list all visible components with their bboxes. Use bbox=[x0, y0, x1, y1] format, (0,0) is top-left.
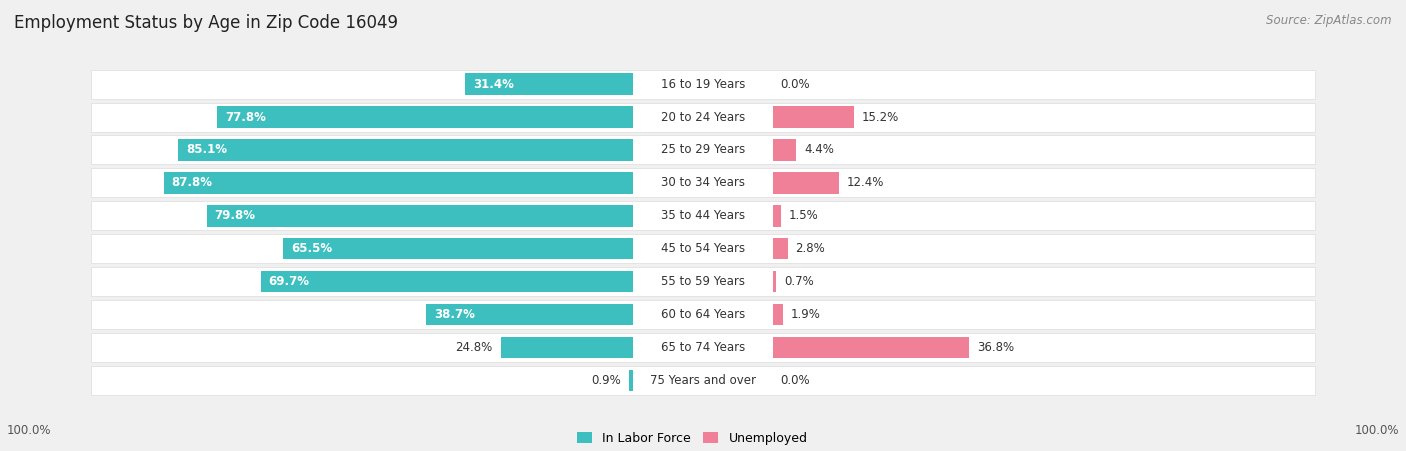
Text: 1.5%: 1.5% bbox=[789, 209, 818, 222]
Bar bbox=[772, 205, 780, 226]
Text: 79.8%: 79.8% bbox=[215, 209, 256, 222]
Bar bbox=[283, 238, 634, 259]
Text: 12.4%: 12.4% bbox=[846, 176, 884, 189]
Bar bbox=[426, 304, 634, 325]
Bar bbox=[772, 337, 969, 358]
Text: Source: ZipAtlas.com: Source: ZipAtlas.com bbox=[1267, 14, 1392, 27]
Text: 77.8%: 77.8% bbox=[225, 110, 266, 124]
Text: 38.7%: 38.7% bbox=[434, 308, 475, 321]
Bar bbox=[163, 172, 634, 193]
Text: 65 to 74 Years: 65 to 74 Years bbox=[661, 341, 745, 354]
Bar bbox=[772, 271, 776, 292]
Legend: In Labor Force, Unemployed: In Labor Force, Unemployed bbox=[572, 427, 813, 450]
Text: 30 to 34 Years: 30 to 34 Years bbox=[661, 176, 745, 189]
Bar bbox=[772, 172, 839, 193]
Text: 15.2%: 15.2% bbox=[862, 110, 898, 124]
Bar bbox=[217, 106, 634, 128]
Text: 69.7%: 69.7% bbox=[269, 275, 309, 288]
Bar bbox=[772, 139, 796, 161]
Text: 36.8%: 36.8% bbox=[977, 341, 1015, 354]
Text: 100.0%: 100.0% bbox=[7, 424, 52, 437]
Text: 85.1%: 85.1% bbox=[186, 143, 228, 156]
Bar bbox=[179, 139, 634, 161]
Text: 16 to 19 Years: 16 to 19 Years bbox=[661, 78, 745, 91]
Text: 100.0%: 100.0% bbox=[1354, 424, 1399, 437]
Text: 55 to 59 Years: 55 to 59 Years bbox=[661, 275, 745, 288]
Bar bbox=[772, 238, 787, 259]
Text: 4.4%: 4.4% bbox=[804, 143, 834, 156]
Bar bbox=[260, 271, 634, 292]
Text: 87.8%: 87.8% bbox=[172, 176, 212, 189]
Text: 0.7%: 0.7% bbox=[785, 275, 814, 288]
Bar bbox=[501, 337, 634, 358]
Text: 60 to 64 Years: 60 to 64 Years bbox=[661, 308, 745, 321]
Text: 20 to 24 Years: 20 to 24 Years bbox=[661, 110, 745, 124]
Text: 24.8%: 24.8% bbox=[456, 341, 492, 354]
Text: 31.4%: 31.4% bbox=[474, 78, 515, 91]
Bar bbox=[772, 106, 853, 128]
Text: 1.9%: 1.9% bbox=[790, 308, 821, 321]
Text: 0.9%: 0.9% bbox=[591, 374, 620, 387]
Text: 0.0%: 0.0% bbox=[780, 78, 810, 91]
Bar bbox=[628, 370, 634, 391]
Bar bbox=[207, 205, 634, 226]
Bar bbox=[465, 74, 634, 95]
Text: 25 to 29 Years: 25 to 29 Years bbox=[661, 143, 745, 156]
Text: 75 Years and over: 75 Years and over bbox=[650, 374, 756, 387]
Text: 0.0%: 0.0% bbox=[780, 374, 810, 387]
Text: Employment Status by Age in Zip Code 16049: Employment Status by Age in Zip Code 160… bbox=[14, 14, 398, 32]
Text: 45 to 54 Years: 45 to 54 Years bbox=[661, 242, 745, 255]
Text: 65.5%: 65.5% bbox=[291, 242, 332, 255]
Text: 35 to 44 Years: 35 to 44 Years bbox=[661, 209, 745, 222]
Text: 2.8%: 2.8% bbox=[796, 242, 825, 255]
Bar bbox=[772, 304, 783, 325]
